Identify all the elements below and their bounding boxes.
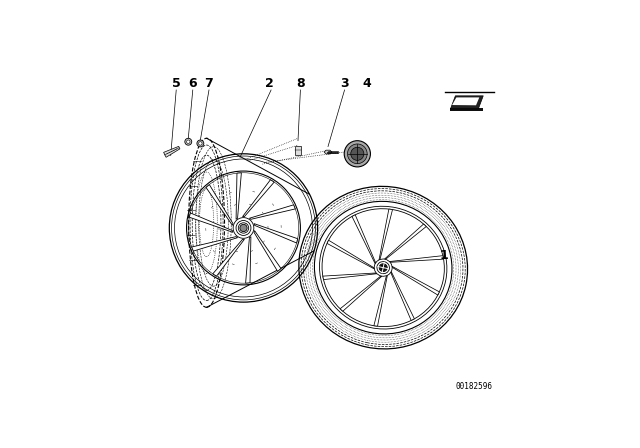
Text: 8: 8 — [296, 77, 305, 90]
Ellipse shape — [198, 142, 202, 145]
FancyBboxPatch shape — [295, 146, 301, 155]
Ellipse shape — [197, 140, 204, 147]
Ellipse shape — [344, 141, 371, 167]
Polygon shape — [189, 213, 233, 233]
Polygon shape — [323, 273, 377, 280]
Polygon shape — [246, 237, 251, 283]
Ellipse shape — [238, 223, 249, 233]
Ellipse shape — [351, 147, 364, 160]
Polygon shape — [327, 240, 374, 269]
Polygon shape — [452, 97, 479, 105]
Ellipse shape — [379, 264, 387, 271]
Ellipse shape — [236, 220, 251, 235]
Polygon shape — [212, 239, 244, 276]
Text: 6: 6 — [188, 77, 197, 90]
Polygon shape — [254, 231, 281, 271]
Polygon shape — [390, 271, 414, 320]
Ellipse shape — [377, 262, 390, 274]
Polygon shape — [392, 266, 439, 295]
Polygon shape — [254, 224, 298, 243]
Text: 00182596: 00182596 — [456, 382, 492, 391]
Polygon shape — [385, 224, 426, 259]
Text: 1: 1 — [440, 249, 448, 262]
Ellipse shape — [187, 140, 190, 143]
Ellipse shape — [233, 218, 254, 238]
Ellipse shape — [185, 138, 192, 145]
Ellipse shape — [381, 265, 386, 270]
Text: 7: 7 — [205, 77, 213, 90]
Polygon shape — [324, 150, 332, 154]
Text: 4: 4 — [363, 77, 371, 90]
Polygon shape — [451, 108, 483, 111]
Ellipse shape — [314, 201, 452, 334]
Polygon shape — [243, 180, 274, 217]
Polygon shape — [191, 237, 237, 251]
Polygon shape — [340, 276, 382, 311]
Polygon shape — [352, 215, 376, 264]
Ellipse shape — [374, 259, 392, 276]
Polygon shape — [389, 256, 444, 263]
Polygon shape — [379, 209, 392, 260]
Polygon shape — [206, 185, 233, 225]
Polygon shape — [374, 276, 387, 326]
Polygon shape — [236, 173, 241, 220]
Text: 2: 2 — [265, 77, 274, 90]
Polygon shape — [164, 146, 180, 157]
Text: 5: 5 — [172, 77, 180, 90]
Polygon shape — [451, 96, 483, 109]
Ellipse shape — [348, 144, 367, 164]
Text: 3: 3 — [340, 77, 349, 90]
Ellipse shape — [240, 224, 247, 232]
Polygon shape — [250, 205, 295, 220]
